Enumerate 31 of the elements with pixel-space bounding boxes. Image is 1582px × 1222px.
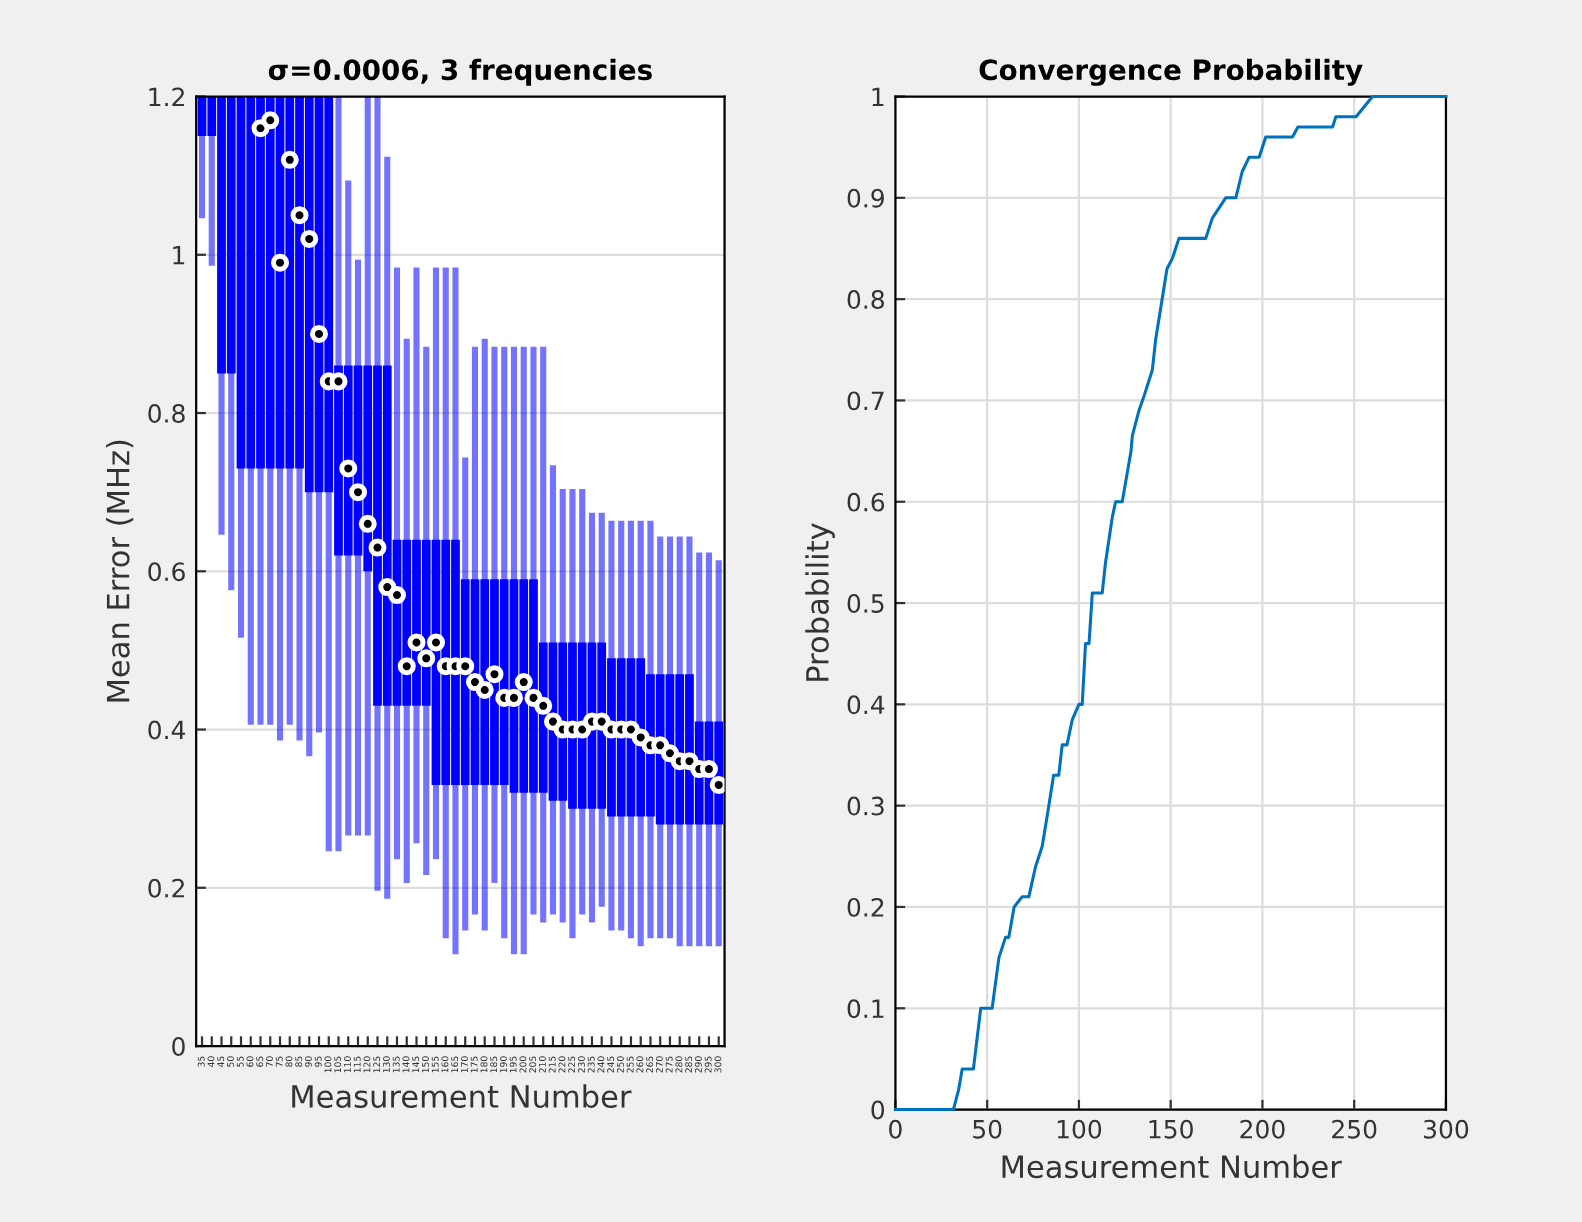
y-tick-label: 1	[173, 246, 185, 265]
y-tick-label: 0.8	[847, 290, 884, 309]
y-tick-label: 0.3	[847, 796, 884, 816]
y-axis-title: Probability	[805, 523, 835, 681]
y-tick-label: 0	[871, 1100, 885, 1120]
x-tick-label: 150	[1149, 1119, 1193, 1139]
x-axis-title: Measurement Number	[1002, 1154, 1342, 1179]
y-tick-label: 0.4	[847, 695, 885, 715]
y-tick-label: 0.8	[148, 403, 185, 423]
y-tick-label: 0.9	[847, 188, 884, 208]
x-tick-label: 0	[889, 1119, 902, 1139]
x-tick-label: 100	[1057, 1119, 1102, 1139]
y-tick-label: 0.5	[847, 594, 884, 613]
y-tick-label: 0.7	[847, 391, 884, 411]
y-tick-label: 0.2	[148, 878, 184, 898]
x-tick-label: 300	[1423, 1119, 1469, 1139]
x-axis-title: Measurement Number	[292, 1084, 632, 1109]
y-tick-label: 0.6	[148, 562, 185, 582]
y-tick-label: 1	[872, 87, 884, 107]
x-tick-label: 250	[1332, 1119, 1377, 1139]
x-tick-label: 50	[973, 1119, 1002, 1139]
x-tick-label: 200	[1240, 1119, 1285, 1139]
y-axis-title: Mean Error (MHz)	[106, 440, 134, 702]
line-series	[893, 95, 1448, 1112]
y-tick-label: 0.4	[148, 720, 186, 740]
y-tick-label: 1.2	[149, 87, 184, 107]
chart-title: σ=0.0006, 3 frequencies	[268, 58, 652, 86]
y-tick-label: 0.2	[847, 897, 884, 917]
y-tick-label: 0.6	[847, 492, 885, 512]
y-tick-label: 0.1	[847, 999, 884, 1019]
chart-title: Convergence Probability	[979, 58, 1363, 86]
